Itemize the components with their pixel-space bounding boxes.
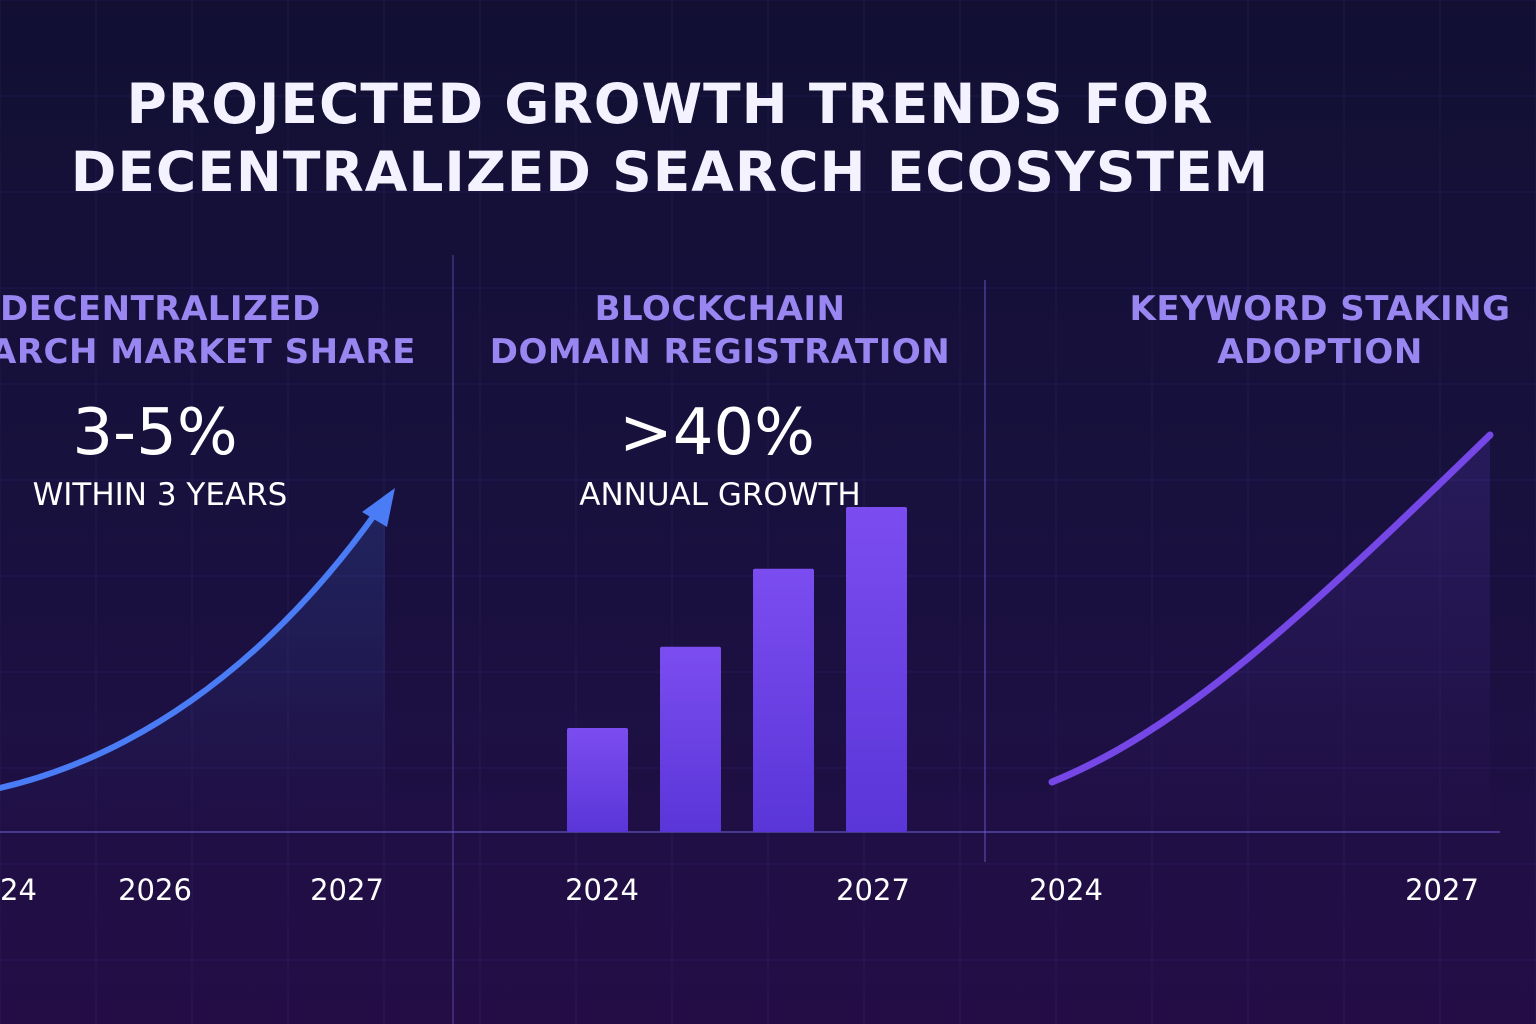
domain-registration-title: BLOCKCHAIN DOMAIN REGISTRATION <box>470 288 970 374</box>
bar-2025 <box>660 646 721 832</box>
keyword-staking-x-tick: 2024 <box>1029 873 1103 907</box>
market-share-area <box>0 500 385 832</box>
domain-registration-stat: >40% <box>619 396 815 470</box>
domain-registration-x-tick: 2024 <box>565 873 639 907</box>
domain-registration-title-line-2: DOMAIN REGISTRATION <box>489 332 951 372</box>
domain-registration-caption: ANNUAL GROWTH <box>579 477 861 513</box>
market-share-title: DECENTRALIZED <box>0 288 321 331</box>
market-share-caption: WITHIN 3 YEARS <box>32 477 288 513</box>
market-share-title-line-2: ARCH MARKET SHARE <box>0 332 416 372</box>
keyword-staking-title-line-1: KEYWORD STAKING <box>1129 289 1511 329</box>
keyword-staking-x-tick: 2027 <box>1405 873 1479 907</box>
bar-2027 <box>846 507 907 832</box>
market-share-stat: 3-5% <box>72 396 238 470</box>
market-share-title-2: ARCH MARKET SHARE <box>0 331 416 374</box>
domain-registration-x-tick: 2027 <box>836 873 910 907</box>
main-title: PROJECTED GROWTH TRENDS FOR DECENTRALIZE… <box>0 70 1340 206</box>
domain-registration-title-line-1: BLOCKCHAIN <box>594 289 846 329</box>
bar-2024 <box>567 728 628 832</box>
keyword-staking-line <box>1048 431 1494 786</box>
market-share-x-tick: 2027 <box>310 873 384 907</box>
market-share-x-tick: 24 <box>0 873 37 907</box>
keyword-staking-title-line-2: ADOPTION <box>1217 332 1423 372</box>
market-share-x-tick: 2026 <box>118 873 192 907</box>
keyword-staking-area <box>1052 435 1490 832</box>
bar-2026 <box>753 568 814 832</box>
main-title-line-2: DECENTRALIZED SEARCH ECOSYSTEM <box>70 140 1270 204</box>
market-share-title-line-1: DECENTRALIZED <box>0 289 321 329</box>
market-share-line <box>0 497 388 791</box>
main-title-line-1: PROJECTED GROWTH TRENDS FOR <box>126 72 1214 136</box>
keyword-staking-title: KEYWORD STAKING ADOPTION <box>1120 288 1520 374</box>
market-share-arrowhead <box>362 488 395 527</box>
